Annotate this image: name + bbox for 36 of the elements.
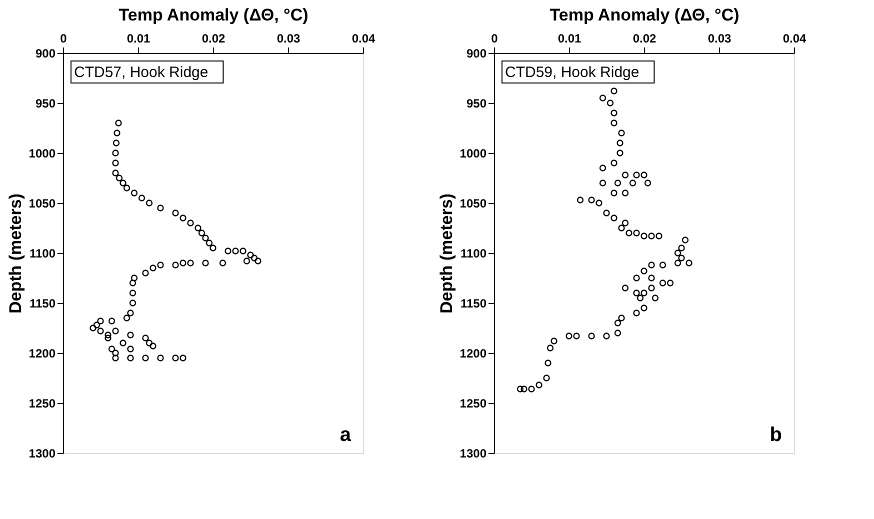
- y-tick-label: 1250: [460, 396, 487, 410]
- y-tick-label: 1100: [460, 246, 487, 260]
- y-tick-label: 900: [466, 46, 487, 60]
- annotation: b: [770, 424, 782, 446]
- y-tick-label: 1150: [29, 296, 56, 310]
- x-axis-title: Temp Anomaly (ΔΘ, °C): [550, 6, 740, 24]
- x-tick-label: 0.03: [276, 32, 300, 46]
- y-tick-label: 1300: [28, 446, 56, 460]
- x-tick-label: 0.02: [632, 32, 656, 46]
- x-tick-label: 0.02: [202, 32, 226, 46]
- y-tick-label: 1300: [460, 446, 487, 460]
- y-tick-label: 950: [466, 96, 487, 110]
- annotation: CTD57, Hook Ridge: [74, 64, 208, 81]
- x-tick-label: 0.01: [558, 32, 582, 46]
- y-tick-label: 1000: [460, 146, 487, 160]
- x-tick-label: 0.03: [708, 32, 732, 46]
- x-tick-label: 0.04: [782, 32, 806, 46]
- y-tick-label: 1100: [29, 246, 56, 260]
- y-tick-label: 1250: [28, 396, 56, 410]
- x-tick-label: 0.01: [126, 32, 150, 46]
- y-tick-label: 1150: [460, 296, 487, 310]
- annotation: CTD59, Hook Ridge: [505, 64, 640, 81]
- y-tick-label: 1200: [28, 346, 56, 360]
- x-axis-title: Temp Anomaly (ΔΘ, °C): [118, 6, 308, 24]
- annotation: a: [340, 424, 352, 446]
- y-tick-label: 900: [35, 46, 56, 60]
- x-tick-label: 0: [491, 32, 498, 46]
- y-axis-title: Depth (meters): [6, 194, 25, 314]
- y-tick-label: 1050: [28, 196, 56, 210]
- y-axis-title: Depth (meters): [436, 194, 456, 314]
- y-tick-label: 1000: [28, 146, 56, 160]
- y-tick-label: 1050: [460, 196, 487, 210]
- y-tick-label: 950: [35, 96, 56, 110]
- y-tick-label: 1200: [460, 346, 487, 360]
- x-tick-label: 0: [60, 32, 68, 46]
- x-tick-label: 0.04: [352, 32, 376, 46]
